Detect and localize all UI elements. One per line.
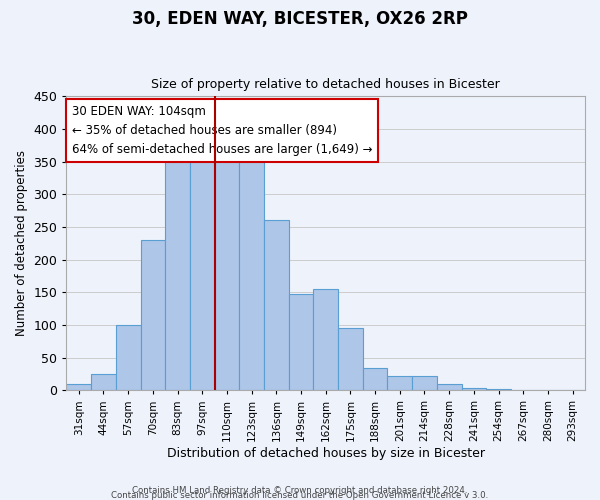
Title: Size of property relative to detached houses in Bicester: Size of property relative to detached ho… xyxy=(151,78,500,91)
Bar xyxy=(412,376,437,390)
X-axis label: Distribution of detached houses by size in Bicester: Distribution of detached houses by size … xyxy=(167,447,485,460)
Bar xyxy=(165,152,190,390)
Text: Contains public sector information licensed under the Open Government Licence v : Contains public sector information licen… xyxy=(112,491,488,500)
Bar xyxy=(239,158,264,390)
Bar xyxy=(264,220,289,390)
Bar xyxy=(190,146,215,390)
Bar xyxy=(215,146,239,390)
Text: Contains HM Land Registry data © Crown copyright and database right 2024.: Contains HM Land Registry data © Crown c… xyxy=(132,486,468,495)
Bar xyxy=(388,376,412,390)
Bar xyxy=(67,384,91,390)
Bar xyxy=(461,388,486,390)
Bar xyxy=(338,328,363,390)
Bar xyxy=(289,294,313,390)
Text: 30 EDEN WAY: 104sqm
← 35% of detached houses are smaller (894)
64% of semi-detac: 30 EDEN WAY: 104sqm ← 35% of detached ho… xyxy=(71,105,372,156)
Bar xyxy=(313,289,338,390)
Y-axis label: Number of detached properties: Number of detached properties xyxy=(15,150,28,336)
Bar xyxy=(140,240,165,390)
Bar xyxy=(116,325,140,390)
Bar xyxy=(363,368,388,390)
Bar xyxy=(486,389,511,390)
Text: 30, EDEN WAY, BICESTER, OX26 2RP: 30, EDEN WAY, BICESTER, OX26 2RP xyxy=(132,10,468,28)
Bar xyxy=(91,374,116,390)
Bar xyxy=(437,384,461,390)
